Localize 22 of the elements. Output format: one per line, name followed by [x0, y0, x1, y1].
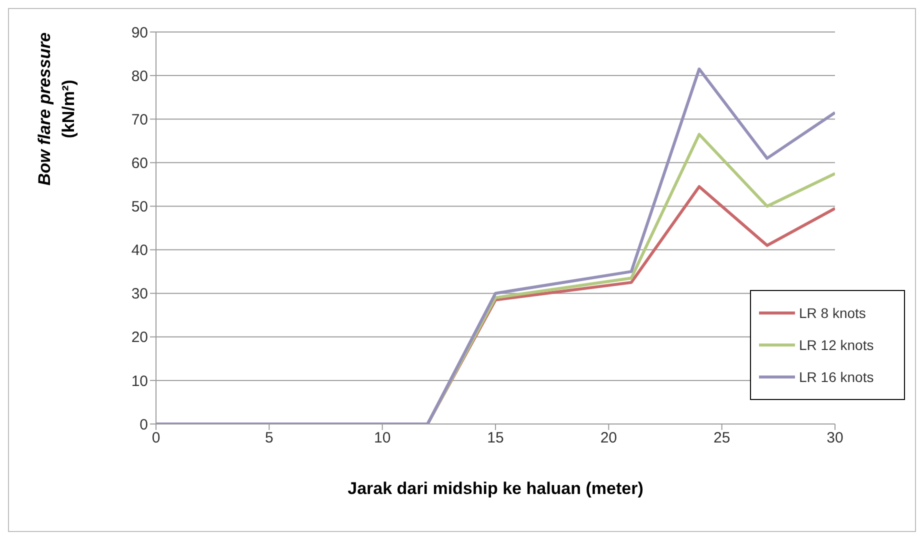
y-tick-label: 50 — [131, 198, 148, 216]
x-tick-label: 0 — [152, 430, 160, 447]
y-tick-label: 20 — [131, 329, 148, 346]
y-axis-title: Bow flare pressure (kN/m²) — [35, 32, 78, 186]
y-tick-label: 10 — [131, 372, 148, 390]
x-tick-label: 5 — [264, 430, 274, 447]
x-tick-label: 25 — [713, 430, 730, 447]
y-tick-label: 40 — [131, 242, 148, 260]
y-tick-label: 90 — [131, 24, 148, 42]
y-tick-label: 60 — [131, 154, 148, 172]
x-tick-label: 20 — [600, 430, 618, 447]
y-tick-label: 30 — [131, 286, 148, 303]
x-tick-label: 10 — [374, 430, 391, 447]
y-tick-label: 80 — [131, 68, 148, 85]
legend-label: LR 16 knots — [799, 368, 874, 387]
legend-label: LR 8 knots — [799, 304, 866, 323]
x-tick-label: 30 — [826, 430, 844, 447]
y-tick-label: 0 — [140, 416, 148, 434]
x-axis-title: Jarak dari midship ke haluan (meter) — [348, 479, 644, 498]
legend-label: LR 12 knots — [799, 336, 874, 355]
x-tick-label: 15 — [487, 430, 504, 447]
y-tick-label: 70 — [131, 111, 148, 128]
